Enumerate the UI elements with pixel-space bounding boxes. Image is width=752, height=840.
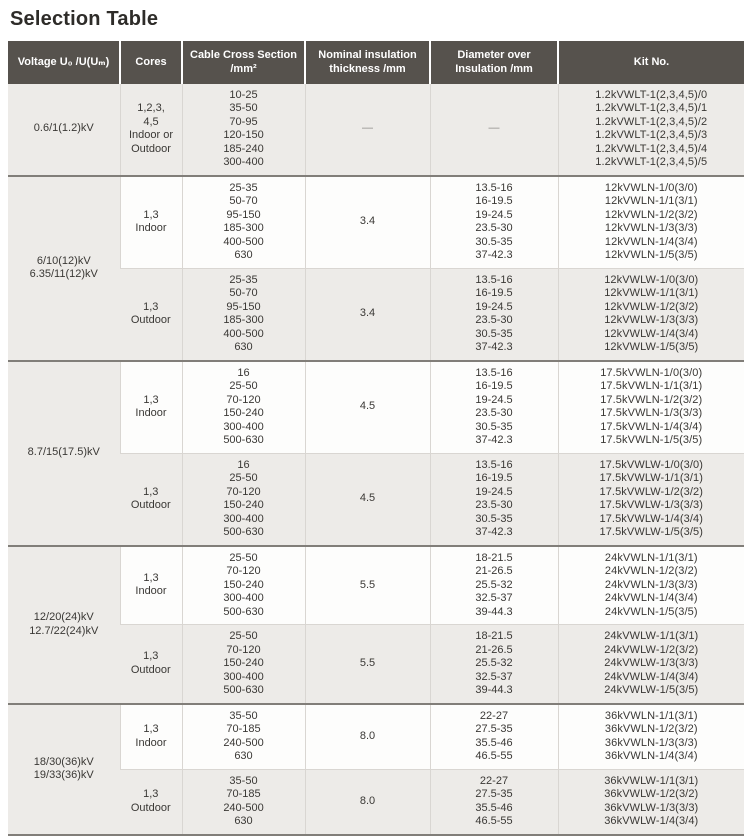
cores-cell: 1,3 Outdoor [120, 267, 182, 361]
table-header: Voltage U₀ /U(Uₘ) Cores Cable Cross Sect… [8, 41, 744, 84]
diameter-cell: 13.5-16 16-19.5 19-24.5 23.5-30 30.5-35 … [429, 174, 558, 269]
table-row: 1,3 Outdoor 16 25-50 70-120 150-240 300-… [8, 452, 744, 546]
cores-cell: 1,2,3, 4,5 Indoor or Outdoor [119, 83, 182, 176]
cross-section-cell: 25-35 50-70 95-150 185-300 400-500 630 [181, 267, 305, 361]
thickness-cell: 5.5 [304, 624, 430, 704]
thickness-cell: 5.5 [304, 544, 430, 625]
voltage-cell: 6/10(12)kV 6.35/11(12)kV [8, 174, 120, 361]
page-title: Selection Table [10, 8, 159, 30]
cores-cell: 1,3 Outdoor [120, 624, 182, 704]
cross-section-cell: 25-35 50-70 95-150 185-300 400-500 630 [181, 174, 305, 269]
col-header-insulation-thickness: Nominal insulation thickness /mm [304, 41, 430, 84]
kit-no-cell: 24kVWLW-1/1(3/1) 24kVWLW-1/2(3/2) 24kVWL… [557, 624, 744, 704]
diameter-cell: 22-27 27.5-35 35.5-46 46.5-55 [429, 702, 558, 770]
kit-no-cell: 36kVWLN-1/1(3/1) 36kVWLN-1/2(3/2) 36kVWL… [557, 702, 744, 770]
cross-section-cell: 35-50 70-185 240-500 630 [181, 768, 305, 835]
table-row: 1,3 Outdoor 25-50 70-120 150-240 300-400… [8, 624, 744, 704]
cross-section-cell: 16 25-50 70-120 150-240 300-400 500-630 [181, 359, 305, 454]
diameter-cell: 22-27 27.5-35 35.5-46 46.5-55 [429, 768, 558, 835]
table-row: 8.7/15(17.5)kV 1,3 Indoor 16 25-50 70-12… [8, 359, 744, 546]
diameter-cell: 18-21.5 21-26.5 25.5-32 32.5-37 39-44.3 [429, 624, 558, 704]
cross-section-cell: 16 25-50 70-120 150-240 300-400 500-630 [181, 452, 305, 546]
kit-no-cell: 24kVWLN-1/1(3/1) 24kVWLN-1/2(3/2) 24kVWL… [557, 544, 744, 625]
cross-section-cell: 35-50 70-185 240-500 630 [181, 702, 305, 770]
diameter-cell: 13.5-16 16-19.5 19-24.5 23.5-30 30.5-35 … [429, 267, 558, 361]
voltage-cell: 18/30(36)kV 19/33(36)kV [8, 702, 120, 835]
col-header-kit-no: Kit No. [557, 41, 744, 84]
thickness-cell: 4.5 [304, 452, 430, 546]
cross-section-cell: 25-50 70-120 150-240 300-400 500-630 [181, 544, 305, 625]
header-row: Voltage U₀ /U(Uₘ) Cores Cable Cross Sect… [8, 41, 744, 84]
col-header-voltage: Voltage U₀ /U(Uₘ) [8, 41, 120, 84]
kit-no-cell: 12kVWLN-1/0(3/0) 12kVWLN-1/1(3/1) 12kVWL… [557, 174, 744, 269]
voltage-cell: 8.7/15(17.5)kV [8, 359, 120, 546]
thickness-cell: 4.5 [304, 359, 430, 454]
cores-cell: 1,3 Outdoor [120, 768, 182, 835]
diameter-cell: 13.5-16 16-19.5 19-24.5 23.5-30 30.5-35 … [429, 452, 558, 546]
cores-cell: 1,3 Indoor [119, 359, 182, 454]
table-row: 1,3 Outdoor 25-35 50-70 95-150 185-300 4… [8, 267, 744, 361]
voltage-cell: 12/20(24)kV 12.7/22(24)kV [8, 544, 120, 704]
thickness-cell: 3.4 [304, 267, 430, 361]
cores-cell: 1,3 Indoor [119, 544, 182, 625]
diameter-cell: 18-21.5 21-26.5 25.5-32 32.5-37 39-44.3 [429, 544, 558, 625]
kit-no-cell: 36kVWLW-1/1(3/1) 36kVWLW-1/2(3/2) 36kVWL… [557, 768, 744, 835]
cross-section-cell: 10-25 35-50 70-95 120-150 185-240 300-40… [181, 83, 305, 176]
table-row: 12/20(24)kV 12.7/22(24)kV 1,3 Indoor 25-… [8, 544, 744, 704]
thickness-cell: — [304, 83, 430, 176]
table-row: 0.6/1(1.2)kV 1,2,3, 4,5 Indoor or Outdoo… [8, 83, 744, 176]
cross-section-cell: 25-50 70-120 150-240 300-400 500-630 [181, 624, 305, 704]
cores-cell: 1,3 Outdoor [120, 452, 182, 546]
diameter-cell: — [429, 83, 558, 176]
kit-no-cell: 1.2kVWLT-1(2,3,4,5)/0 1.2kVWLT-1(2,3,4,5… [557, 83, 744, 176]
kit-no-cell: 17.5kVWLN-1/0(3/0) 17.5kVWLN-1/1(3/1) 17… [557, 359, 744, 454]
col-header-cross-section: Cable Cross Section /mm² [181, 41, 305, 84]
thickness-cell: 8.0 [304, 768, 430, 835]
table-row: 18/30(36)kV 19/33(36)kV 1,3 Indoor 35-50… [8, 702, 744, 835]
col-header-cores: Cores [119, 41, 182, 84]
voltage-cell: 0.6/1(1.2)kV [8, 83, 120, 176]
cores-cell: 1,3 Indoor [119, 174, 182, 269]
thickness-cell: 3.4 [304, 174, 430, 269]
selection-table: Voltage U₀ /U(Uₘ) Cores Cable Cross Sect… [8, 41, 744, 836]
table-row: 6/10(12)kV 6.35/11(12)kV 1,3 Indoor 25-3… [8, 174, 744, 361]
thickness-cell: 8.0 [304, 702, 430, 770]
col-header-diameter: Diameter over Insulation /mm [429, 41, 558, 84]
diameter-cell: 13.5-16 16-19.5 19-24.5 23.5-30 30.5-35 … [429, 359, 558, 454]
cores-cell: 1,3 Indoor [119, 702, 182, 770]
kit-no-cell: 12kVWLW-1/0(3/0) 12kVWLW-1/1(3/1) 12kVWL… [557, 267, 744, 361]
kit-no-cell: 17.5kVWLW-1/0(3/0) 17.5kVWLW-1/1(3/1) 17… [557, 452, 744, 546]
